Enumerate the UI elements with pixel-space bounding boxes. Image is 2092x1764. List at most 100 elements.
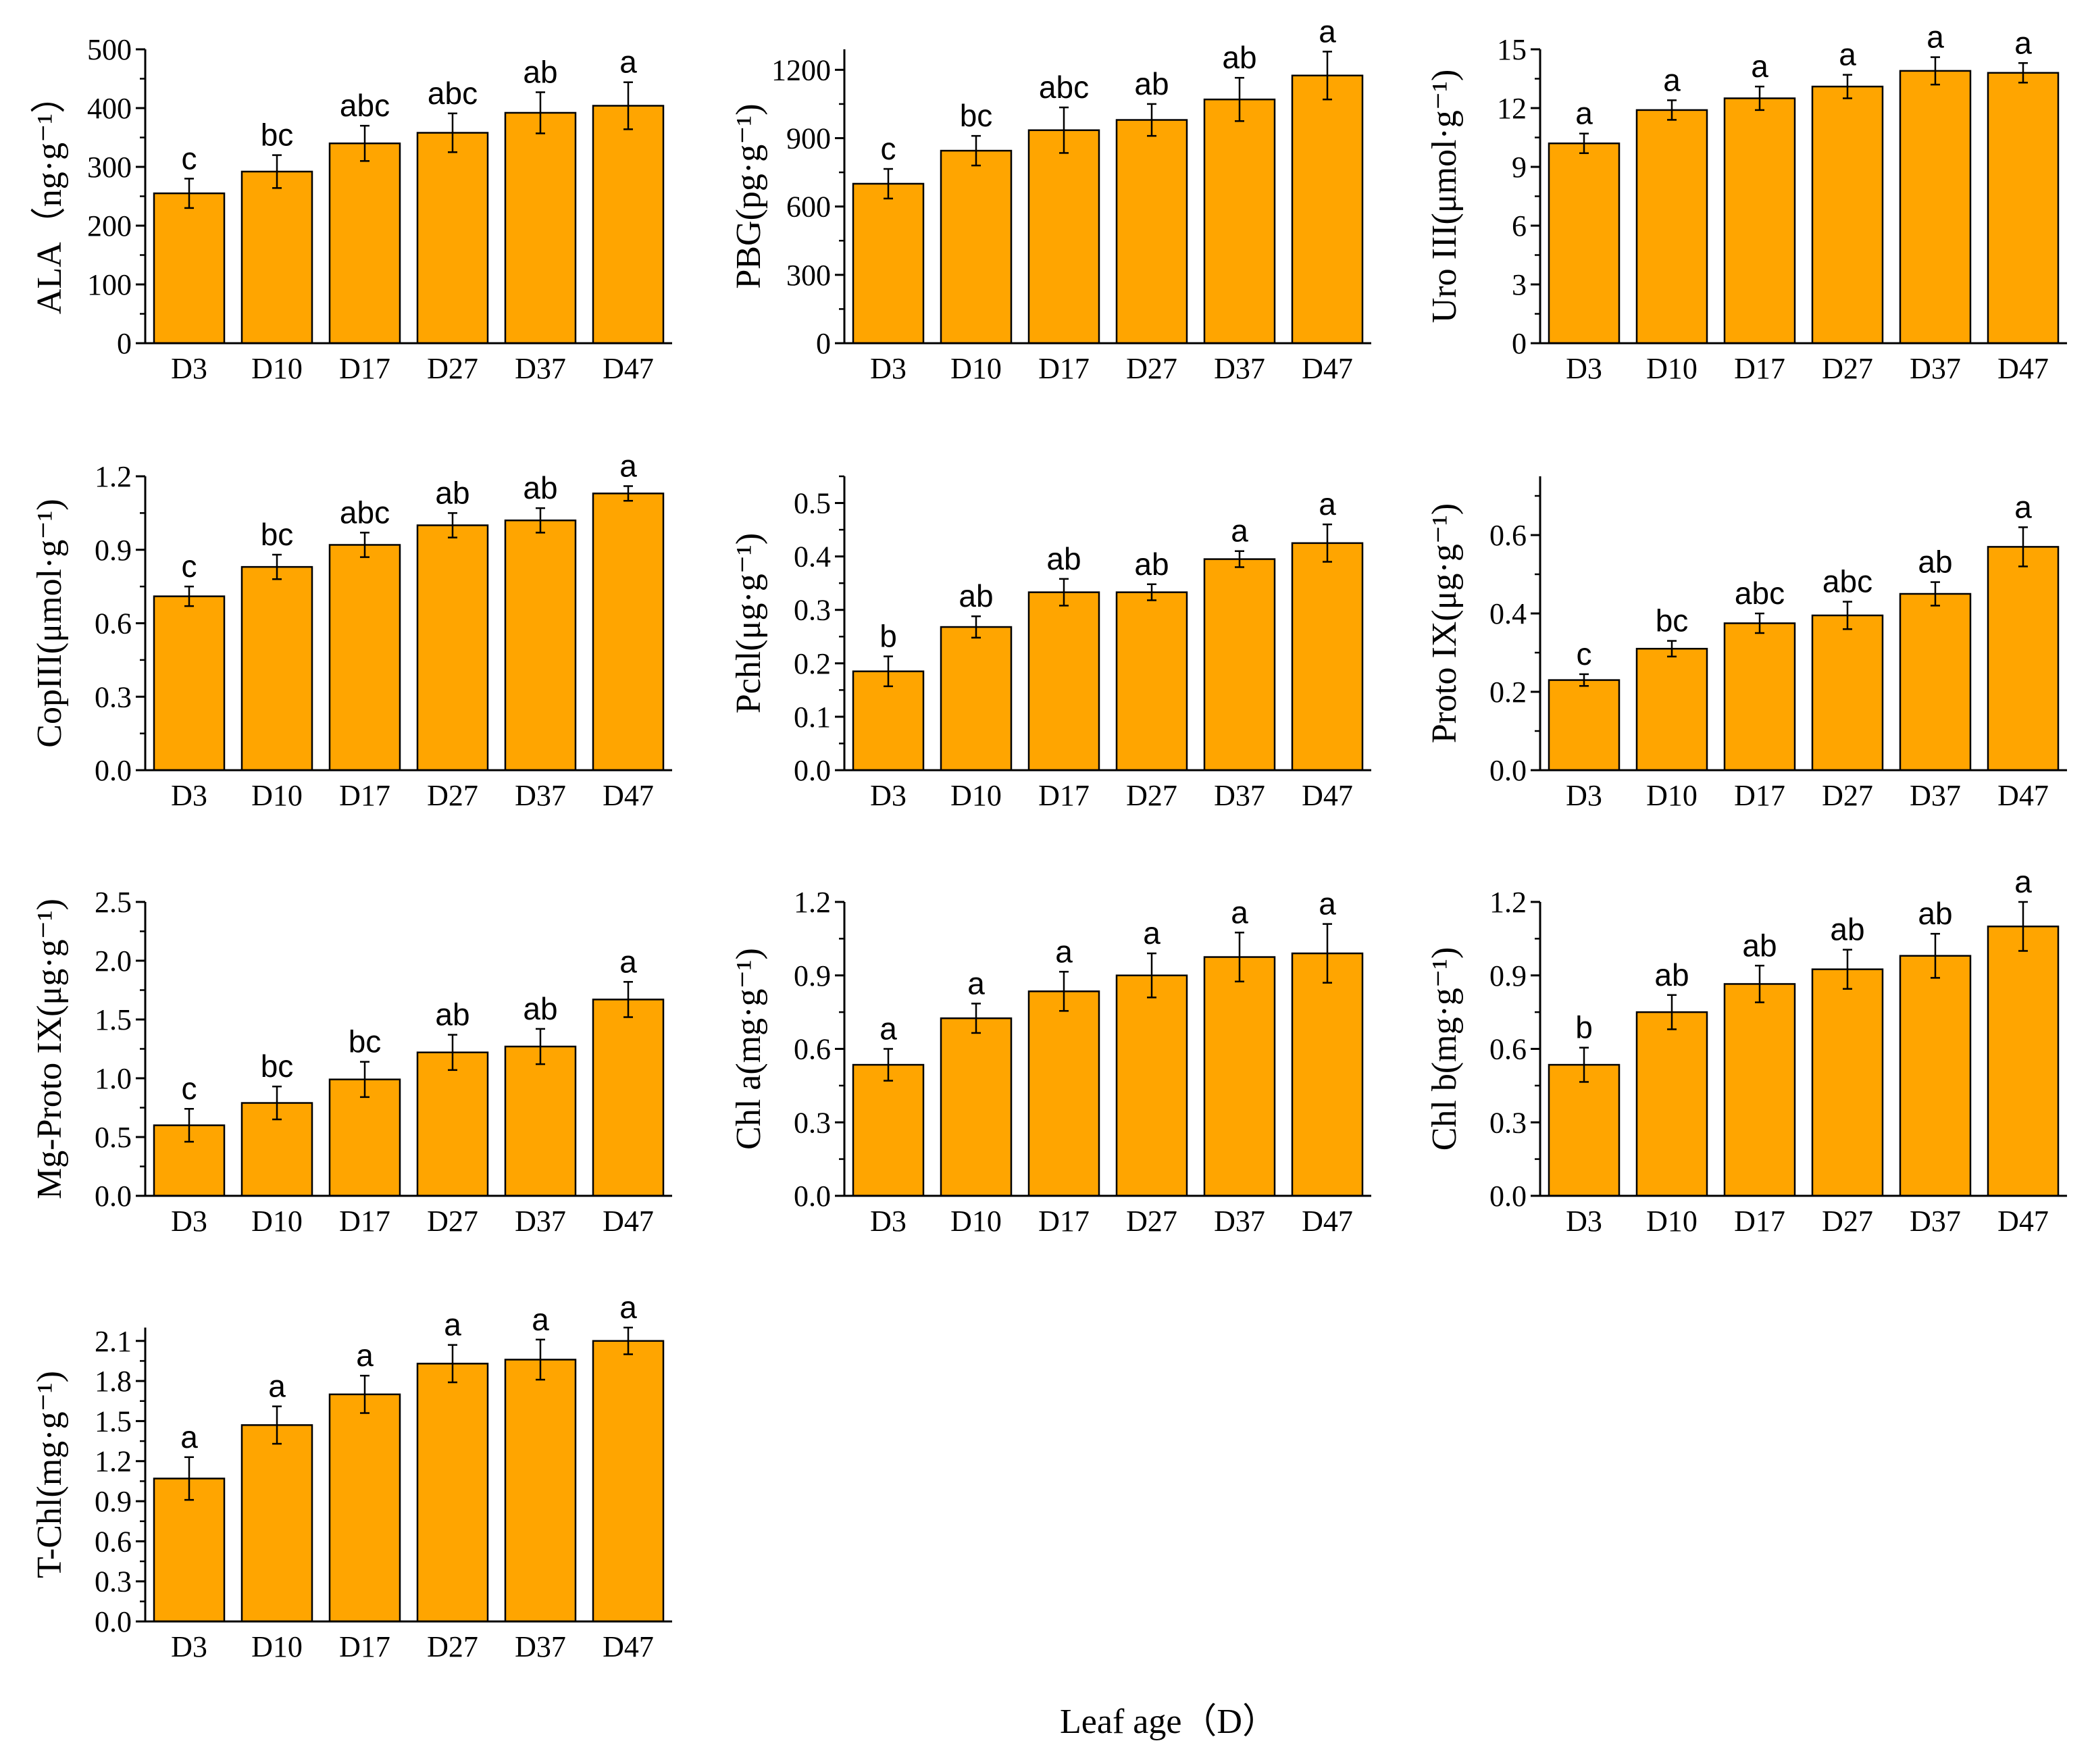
y-axis-label: Uro III(μmol·g⁻¹) xyxy=(1425,70,1464,324)
x-tick-label: D37 xyxy=(1910,779,1961,812)
bar xyxy=(1291,74,1364,345)
significance-label: a xyxy=(268,1369,286,1404)
y-tick-label: 0 xyxy=(816,327,831,360)
bar xyxy=(1635,647,1708,772)
y-tick-label: 1.2 xyxy=(794,886,831,919)
bar xyxy=(328,544,401,772)
bar xyxy=(1987,72,2060,345)
y-tick-label: 0.0 xyxy=(95,1180,132,1213)
y-tick-label: 500 xyxy=(87,33,132,66)
y-axis-label: ALA（ng·g⁻¹） xyxy=(30,78,69,314)
x-tick-label: D10 xyxy=(950,1205,1002,1238)
y-tick-label: 15 xyxy=(1497,33,1527,66)
y-tick-label: 1.8 xyxy=(95,1365,132,1398)
chart-panel-5: b D3 ab D10 ab D17 ab D27 a D37 a D47 0.0 0.1 0.2 0.3 0.… xyxy=(730,475,1371,812)
significance-label: ab xyxy=(959,578,993,613)
y-tick-label: 1.0 xyxy=(95,1062,132,1095)
significance-label: a xyxy=(1231,513,1248,549)
significance-label: a xyxy=(619,449,637,484)
significance-label: abc xyxy=(340,88,390,123)
x-tick-label: D10 xyxy=(950,779,1002,812)
significance-label: ab xyxy=(1222,40,1256,75)
significance-label: ab xyxy=(523,55,557,90)
x-tick-label: D27 xyxy=(1126,352,1177,385)
x-tick-label: D27 xyxy=(1822,779,1873,812)
bar xyxy=(153,1478,226,1623)
y-tick-label: 0.1 xyxy=(794,701,831,734)
x-tick-label: D10 xyxy=(950,352,1002,385)
y-tick-label: 0.9 xyxy=(95,1485,132,1518)
bar xyxy=(1811,614,1884,772)
significance-label: a xyxy=(1751,49,1768,84)
bar xyxy=(940,149,1013,345)
significance-label: a xyxy=(619,944,637,979)
chart-panel-8: a D3 a D10 a D17 a D27 a D37 a D47 0.0 0.3 0.6 0.9 1.2 Ch… xyxy=(730,886,1371,1238)
significance-label: ab xyxy=(523,470,557,505)
x-tick-label: D37 xyxy=(515,779,566,812)
y-tick-label: 1.5 xyxy=(95,1003,132,1036)
y-axis-label: Mg-Proto IX(μg·g⁻¹) xyxy=(30,899,69,1199)
bar xyxy=(1548,142,1621,345)
x-tick-label: D10 xyxy=(1646,1205,1698,1238)
y-tick-label: 0.9 xyxy=(1489,959,1527,992)
x-tick-label: D17 xyxy=(1038,1205,1090,1238)
significance-label: bc xyxy=(349,1024,382,1059)
significance-label: a xyxy=(1231,894,1248,930)
y-tick-label: 0.6 xyxy=(794,1033,831,1066)
y-axis-label: CopIII(μmol·g⁻¹) xyxy=(30,499,69,747)
y-tick-label: 0.2 xyxy=(794,647,831,680)
x-tick-label: D17 xyxy=(339,779,390,812)
y-tick-label: 0.2 xyxy=(1489,676,1527,709)
x-tick-label: D37 xyxy=(515,1630,566,1663)
bar xyxy=(852,670,925,772)
bar xyxy=(1723,622,1796,772)
significance-label: a xyxy=(1663,62,1681,97)
y-tick-label: 0.3 xyxy=(95,1565,132,1598)
significance-label: c xyxy=(182,1071,197,1106)
y-tick-label: 6 xyxy=(1512,209,1527,243)
bar xyxy=(504,1045,577,1197)
x-tick-label: D37 xyxy=(515,352,566,385)
bar xyxy=(1899,70,1972,345)
significance-label: a xyxy=(180,1419,198,1455)
y-tick-label: 3 xyxy=(1512,268,1527,301)
y-tick-label: 0.5 xyxy=(95,1121,132,1154)
significance-label: c xyxy=(182,549,197,584)
bar xyxy=(240,170,313,345)
y-tick-label: 1200 xyxy=(771,53,831,86)
x-tick-label: D3 xyxy=(171,352,207,385)
significance-label: a xyxy=(356,1338,374,1373)
chart-panel-2: c D3 bc D10 abc D17 ab D27 ab D37 a D47 0 300 600 900 12… xyxy=(730,14,1371,385)
x-tick-label: D3 xyxy=(1566,1205,1602,1238)
bar xyxy=(1899,593,1972,772)
bar xyxy=(1291,542,1364,772)
significance-label: a xyxy=(1575,96,1593,131)
y-tick-label: 0.6 xyxy=(95,607,132,640)
bar xyxy=(1203,98,1276,345)
x-tick-label: D27 xyxy=(427,352,478,385)
significance-label: a xyxy=(967,965,985,1001)
y-tick-label: 0.5 xyxy=(794,487,831,520)
significance-label: a xyxy=(2014,25,2032,60)
chart-panel-4: c D3 bc D10 abc D17 ab D27 ab D37 a D47 0.0 0.3 0.6 0.9… xyxy=(30,449,672,812)
significance-label: ab xyxy=(1046,541,1081,576)
bar xyxy=(592,999,665,1197)
bar xyxy=(240,1424,313,1623)
significance-label: ab xyxy=(1654,957,1689,992)
bar xyxy=(1203,956,1276,1197)
significance-label: a xyxy=(2014,864,2032,899)
significance-label: a xyxy=(619,1290,637,1325)
significance-label: a xyxy=(1143,915,1160,951)
y-tick-label: 1.2 xyxy=(1489,886,1527,919)
bar xyxy=(1723,97,1796,345)
bar xyxy=(328,1393,401,1623)
bar xyxy=(240,565,313,772)
bar xyxy=(1548,1063,1621,1197)
y-tick-label: 0.9 xyxy=(95,534,132,567)
y-tick-label: 0 xyxy=(117,327,132,360)
chart-panel-7: c D3 bc D10 bc D17 ab D27 ab D37 a D47 0.0 0.5 1.0 1.5 2… xyxy=(30,886,672,1238)
significance-label: abc xyxy=(1735,576,1785,611)
x-axis-label: Leaf age（D） xyxy=(1060,1703,1277,1741)
y-tick-label: 2.1 xyxy=(95,1325,132,1358)
x-tick-label: D3 xyxy=(870,779,907,812)
